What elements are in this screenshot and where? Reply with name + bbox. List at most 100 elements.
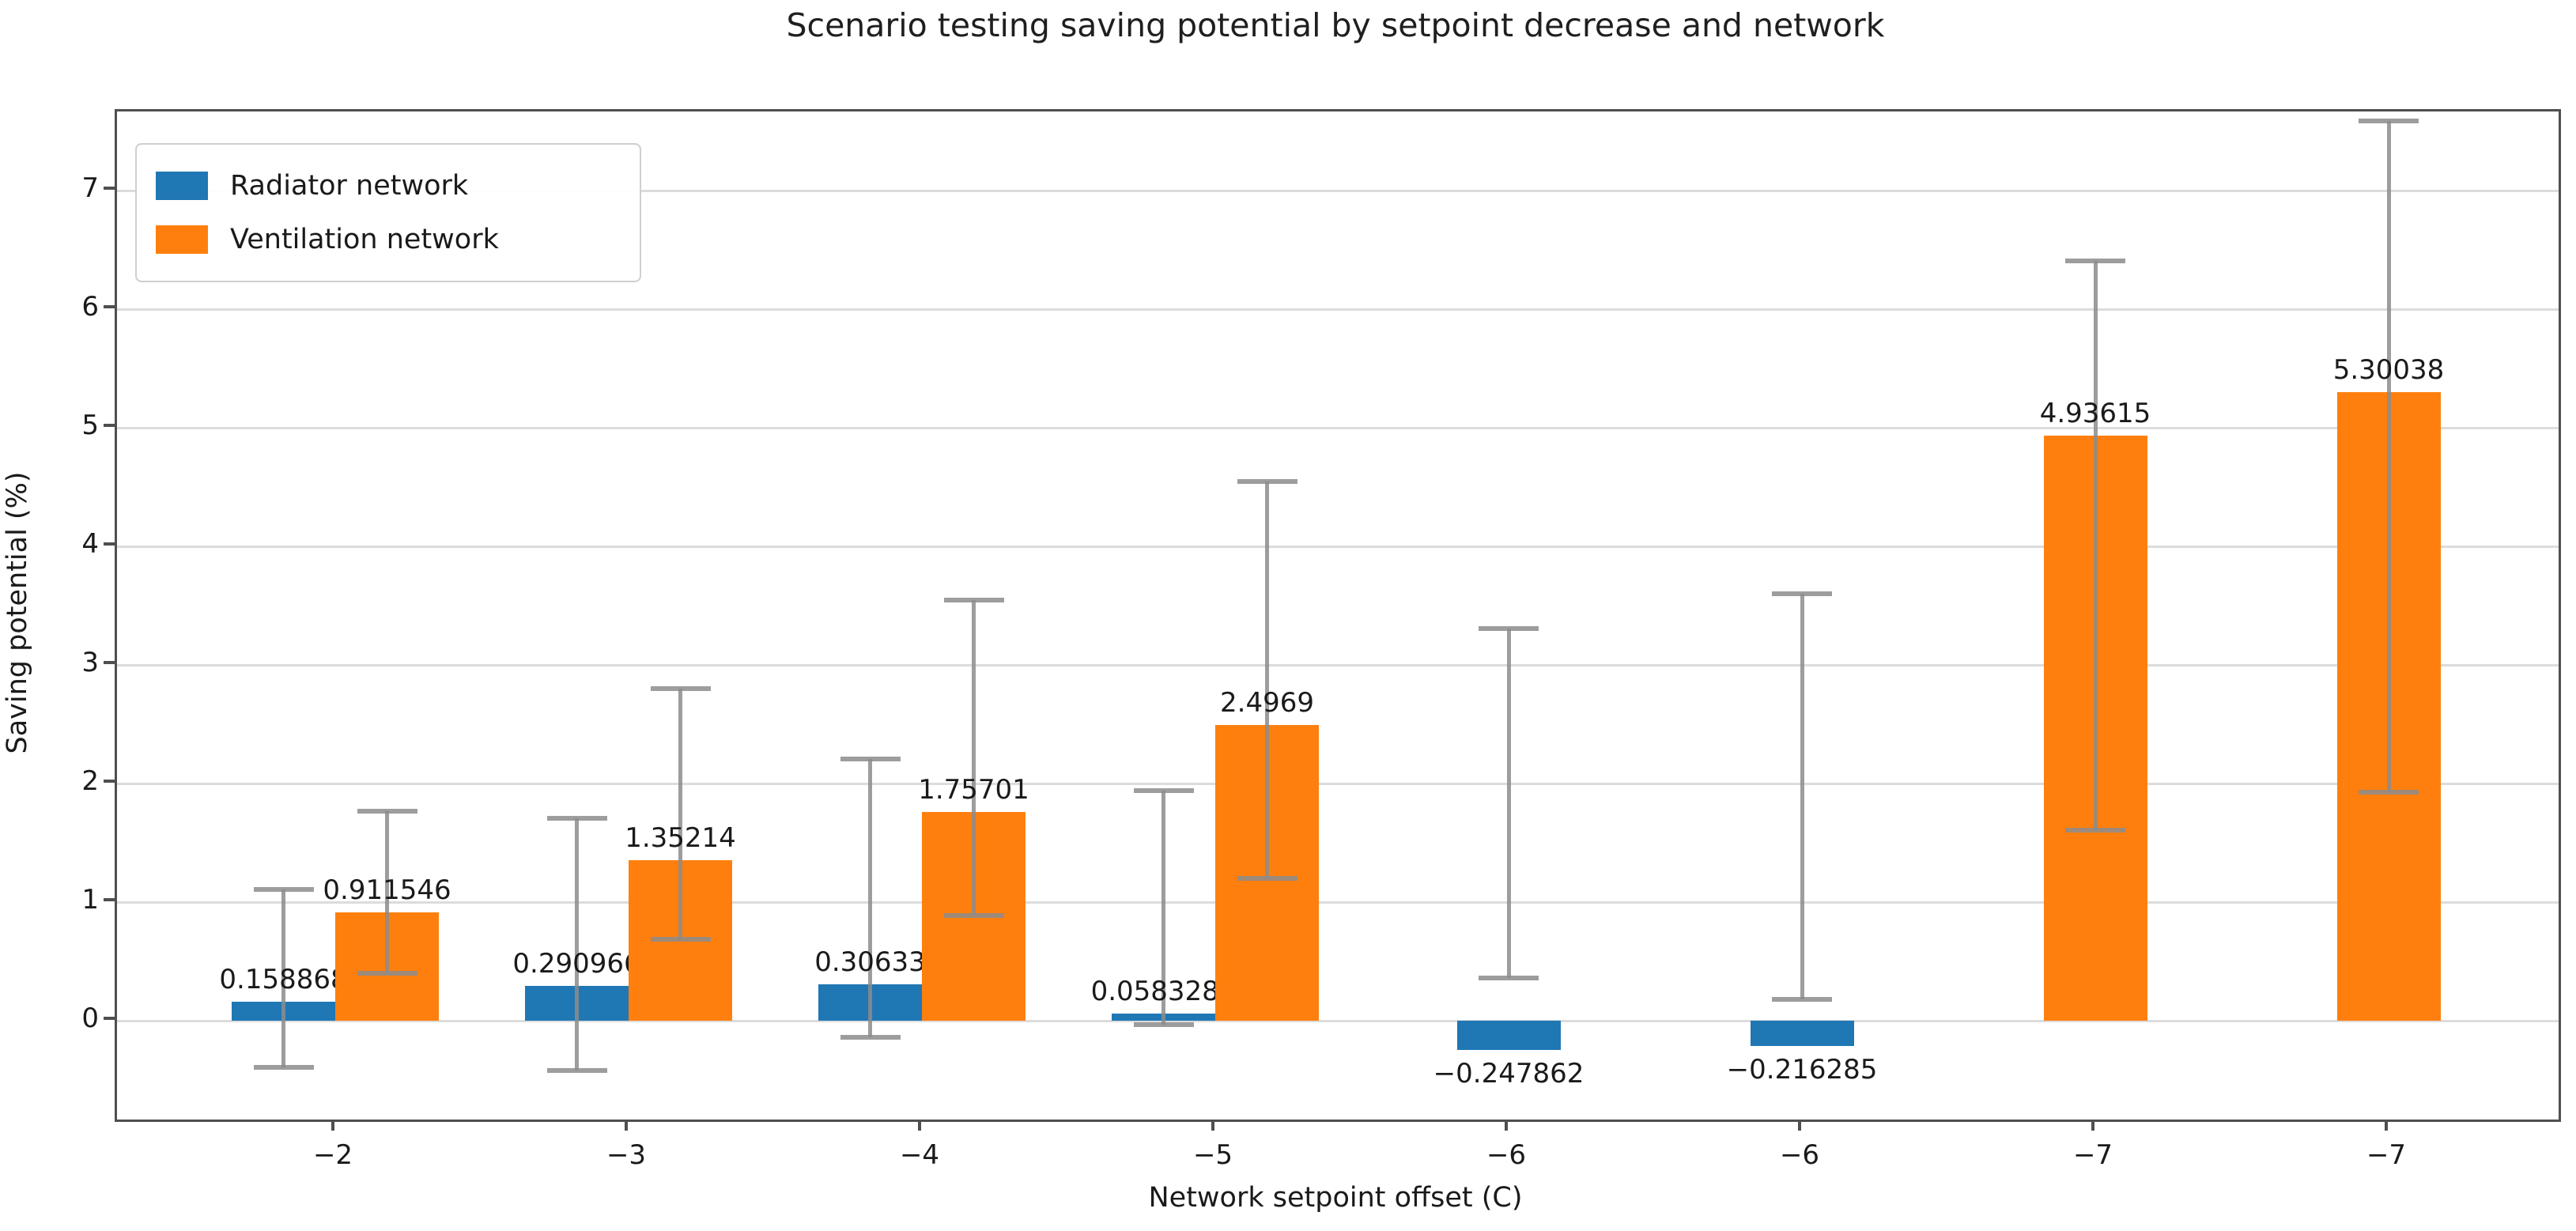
legend-entry-0: Radiator network [156,159,621,213]
errorbar-cap [650,686,711,692]
x-tick-label: −5 [1192,1139,1233,1171]
y-tick-label: 0 [81,1003,99,1035]
y-tick-label: 1 [81,884,99,916]
x-tick-mark [1798,1120,1801,1131]
errorbar-cap [357,971,417,976]
legend-entry-1: Ventilation network [156,213,621,266]
bar-value-label: −0.247862 [1433,1058,1585,1090]
y-tick-mark [104,187,115,191]
bar-value-label: 5.30038 [2332,353,2445,386]
y-tick-label: 5 [81,410,99,442]
errorbar-ventilation--2 [385,810,389,974]
y-tick-mark [104,1017,115,1021]
gridline-y7 [117,189,2559,192]
errorbar-cap [2359,118,2419,123]
errorbar-cap [1479,625,1539,631]
x-tick-label: −6 [1486,1139,1527,1171]
x-tick-mark [625,1120,628,1131]
errorbar-cap [1772,997,1832,1003]
legend-entry-label: Ventilation network [230,224,499,255]
legend-swatch-icon [156,172,208,200]
errorbar-radiator--3 [575,818,579,1071]
errorbar-cap [1479,976,1539,981]
errorbar-cap [546,1068,607,1074]
errorbar-cap [253,1064,314,1070]
x-tick-mark [2385,1120,2388,1131]
errorbar-cap [357,808,417,814]
x-tick-mark [1505,1120,1508,1131]
x-tick-label: −6 [1779,1139,1820,1171]
bar-value-label: 0.290966 [512,948,641,980]
bar-value-label: −0.216285 [1726,1054,1878,1086]
x-axis-label: Network setpoint offset (C) [1148,1182,1523,1214]
bar-value-label: 1.35214 [625,822,736,855]
bar-value-label: 0.911546 [323,874,451,907]
x-tick-label: −2 [312,1139,353,1171]
x-tick-mark [2091,1120,2094,1131]
bar-radiator--6 [1456,1021,1561,1051]
y-tick-label: 4 [81,528,99,561]
x-tick-mark [1211,1120,1214,1131]
x-tick-label: −7 [2072,1139,2113,1171]
errorbar-cap [2359,789,2419,795]
y-tick-label: 2 [81,765,99,798]
gridline-y4 [117,545,2559,548]
legend-entry-label: Radiator network [230,170,469,202]
errorbar-cap [253,886,314,892]
gridline-y6 [117,308,2559,311]
errorbar-cap [840,1035,901,1040]
errorbar-cap [840,756,901,761]
gridline-y3 [117,663,2559,666]
bar-value-label: 0.158868 [219,964,348,996]
errorbar-cap [2065,258,2125,263]
errorbar-radiator--6 [1506,628,1511,979]
y-tick-mark [104,542,115,546]
y-tick-mark [104,898,115,902]
errorbar-ventilation--3 [678,689,682,939]
errorbar-cap [943,912,1004,918]
x-tick-label: −3 [606,1139,647,1171]
x-tick-mark [331,1120,334,1131]
errorbar-cap [1133,788,1194,794]
errorbar-cap [1237,478,1297,484]
errorbar-radiator--2 [281,889,285,1067]
errorbar-cap [1237,876,1297,882]
y-tick-mark [104,424,115,428]
errorbar-cap [650,936,711,942]
errorbar-cap [1772,591,1832,597]
errorbar-ventilation--5 [1265,481,1269,879]
y-tick-label: 3 [81,647,99,679]
errorbar-cap [943,597,1004,602]
bar-value-label: 0.30633 [814,946,926,979]
errorbar-ventilation--4 [972,599,976,916]
legend: Radiator network Ventilation network [135,143,641,282]
y-tick-mark [104,661,115,665]
y-tick-label: 6 [81,291,99,323]
gridline-y5 [117,426,2559,429]
bar-radiator--6 [1750,1021,1854,1047]
x-tick-mark [918,1120,921,1131]
gridline-y1 [117,901,2559,904]
errorbar-radiator--6 [1800,594,1804,1000]
errorbar-cap [546,815,607,821]
bar-value-label: 4.93615 [2039,397,2151,429]
errorbar-cap [1133,1021,1194,1027]
gridline-y0 [117,1019,2559,1022]
gridline-y2 [117,782,2559,785]
plot-area: 0.158868 0.911546 0.290966 1.35214 0.30633 1.… [115,109,2561,1122]
errorbar-ventilation--7 [2386,120,2391,792]
x-tick-label: −4 [899,1139,940,1171]
y-tick-label: 7 [81,172,99,205]
legend-swatch-icon [156,225,208,254]
bar-value-label: 0.0583283 [1090,976,1237,1008]
errorbar-radiator--5 [1161,791,1165,1025]
x-tick-label: −7 [2366,1139,2407,1171]
bar-value-label: 1.75701 [918,774,1029,806]
y-axis-label: Saving potential (%) [2,471,33,754]
chart-title: Scenario testing saving potential by set… [786,6,1885,44]
y-tick-mark [104,780,115,784]
y-tick-mark [104,305,115,309]
errorbar-cap [2065,827,2125,833]
errorbar-radiator--4 [868,758,872,1038]
